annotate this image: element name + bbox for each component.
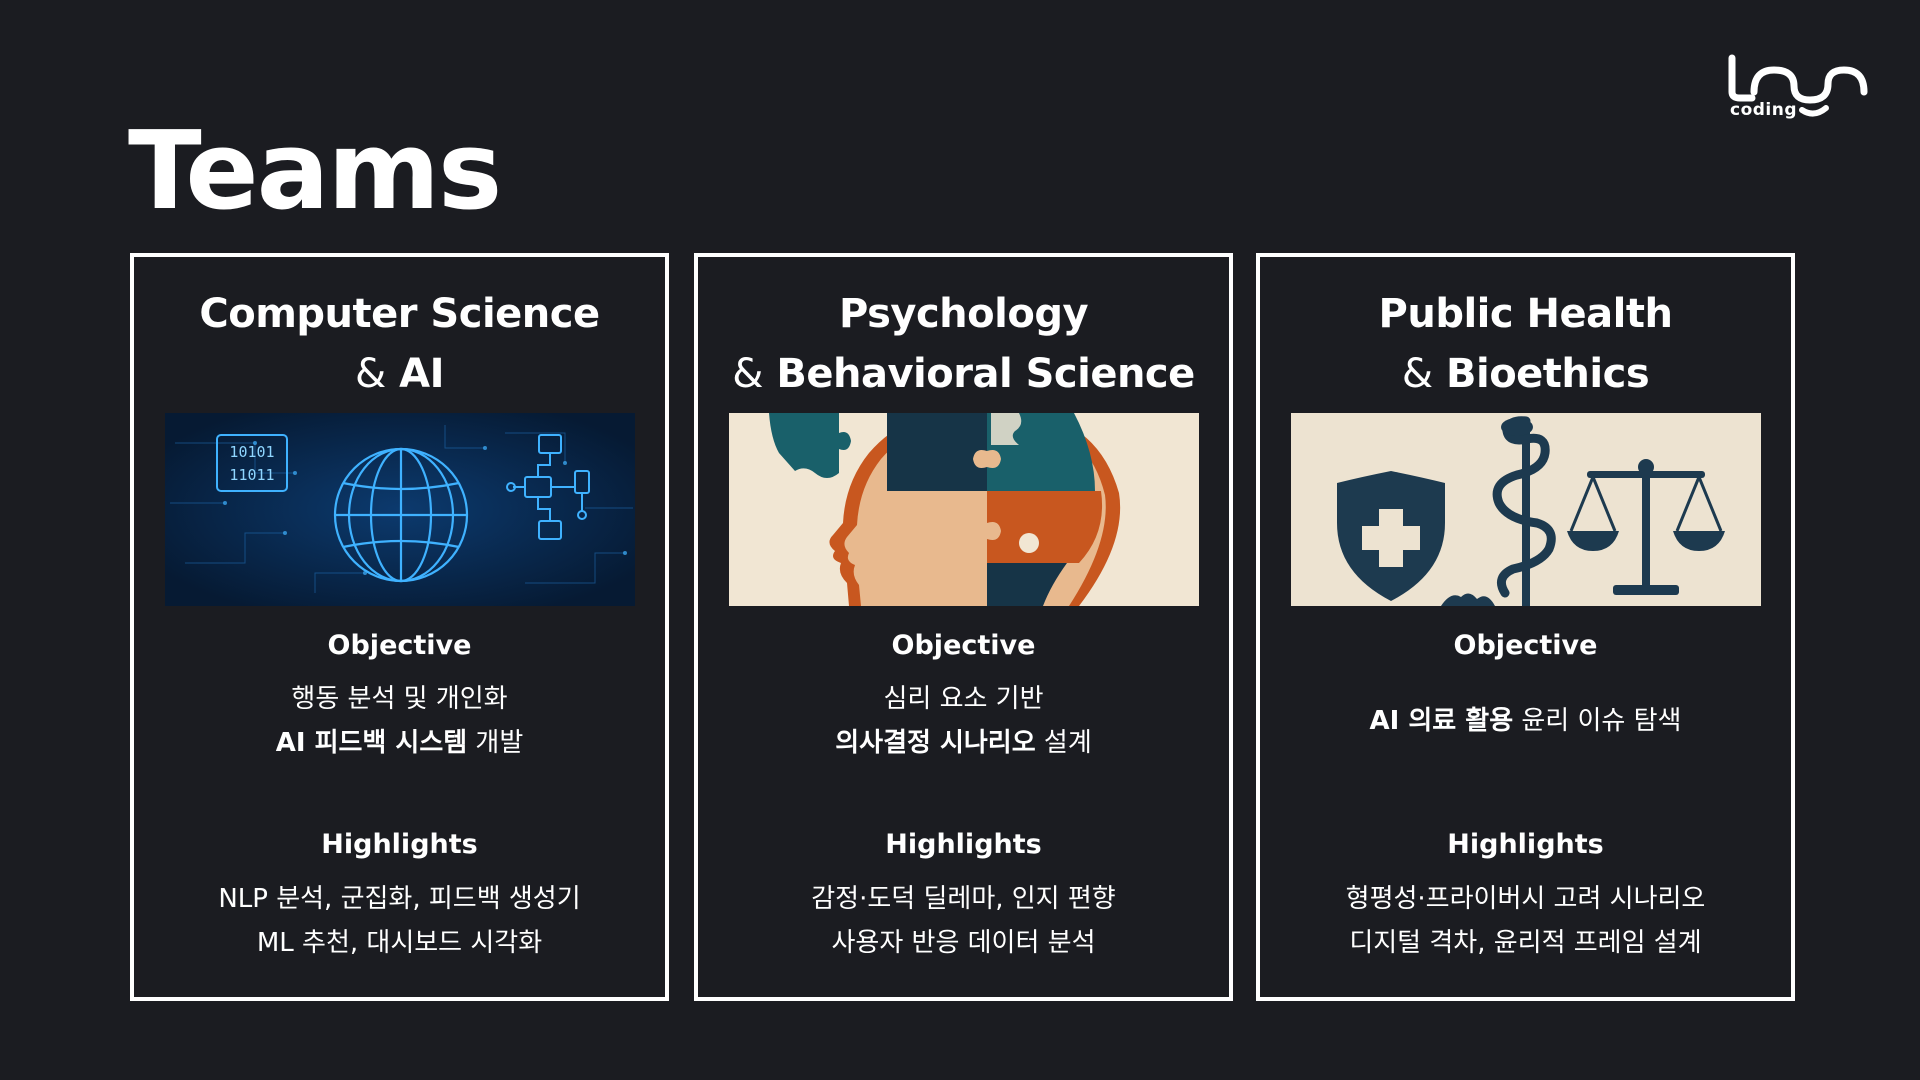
objective-heading: Objective [1453,630,1598,661]
objective-text: AI 의료 활용 윤리 이슈 탐색 [1260,699,1791,743]
objective-line1: 심리 요소 기반 [883,684,1044,714]
highlights-heading: Highlights [1447,829,1604,860]
cs-ai-illustration: 10101 11011 [165,413,635,606]
highlights-text: 형평성·프라이버시 고려 시나리오 디지털 격차, 윤리적 프레임 설계 [1260,877,1791,965]
logo-text: coding [1730,100,1798,120]
highlights-line2: 디지털 격차, 윤리적 프레임 설계 [1349,928,1702,958]
highlights-line1: 형평성·프라이버시 고려 시나리오 [1345,884,1706,914]
objective-heading: Objective [891,630,1036,661]
objective-line2: 의사결정 시나리오 설계 [698,721,1229,765]
title-ampersand: & [355,351,386,397]
highlights-line2: ML 추천, 대시보드 시각화 [256,928,543,958]
team-card-computer-science: Computer Science & AI [130,253,669,1001]
card-title-line2-wrap: & Bioethics [1260,344,1791,404]
card-title-line2: AI [399,351,444,397]
binary-text-1: 10101 [229,443,274,461]
team-card-public-health: Public Health & Bioethics [1256,253,1795,1001]
card-title: Computer Science & AI [134,284,665,404]
scales-of-justice-icon [1567,459,1725,595]
highlights-line1: NLP 분석, 군집화, 피드백 생성기 [218,884,581,914]
title-ampersand: & [1401,351,1433,397]
highlights-heading: Highlights [321,829,478,860]
team-card-psychology: Psychology & Behavioral Science Objec [694,253,1233,1001]
highlights-line1: 감정·도덕 딜레마, 인지 편향 [811,884,1116,914]
card-title: Psychology & Behavioral Science [698,284,1229,404]
card-title-line1: Psychology [838,291,1089,337]
card-title-line2-wrap: & AI [134,344,665,404]
objective-line2-bold: 의사결정 시나리오 [835,728,1036,758]
card-title-line2-wrap: & Behavioral Science [698,344,1229,404]
health-ethics-illustration [1291,413,1761,606]
objective-line2: AI 피드백 시스템 개발 [134,721,665,765]
highlights-text: 감정·도덕 딜레마, 인지 편향 사용자 반응 데이터 분석 [698,877,1229,965]
title-ampersand: & [732,351,763,397]
objective-line2-rest: 개발 [467,728,524,758]
highlights-text: NLP 분석, 군집화, 피드백 생성기 ML 추천, 대시보드 시각화 [134,877,665,965]
card-title-line2: Behavioral Science [776,351,1195,397]
objective-line2-bold: AI 피드백 시스템 [275,728,468,758]
page-title: Teams [128,109,502,234]
objective-line1: 행동 분석 및 개인화 [291,684,508,714]
team-cards: Computer Science & AI [130,253,1795,1001]
caduceus-icon [1441,416,1556,606]
brand-logo: coding [1724,54,1874,126]
objective-line1-rest: 윤리 이슈 탐색 [1513,706,1682,736]
highlights-heading: Highlights [885,829,1042,860]
puzzle-head-illustration [729,413,1199,606]
loop-wave-logo-icon [1728,54,1868,117]
objective-text: 행동 분석 및 개인화 AI 피드백 시스템 개발 [134,677,665,765]
card-title: Public Health & Bioethics [1260,284,1791,404]
objective-heading: Objective [327,630,472,661]
medical-shield-icon [1337,471,1445,601]
objective-text: 심리 요소 기반 의사결정 시나리오 설계 [698,677,1229,765]
objective-line1-bold: AI 의료 활용 [1369,706,1514,736]
card-title-line1: Computer Science [199,291,600,337]
objective-line2-rest: 설계 [1035,728,1092,758]
flowchart-icon [506,434,590,540]
binary-text-2: 11011 [229,466,274,484]
objective-line1: AI 의료 활용 윤리 이슈 탐색 [1260,699,1791,743]
globe-icon [333,447,469,583]
card-title-line1: Public Health [1378,291,1673,337]
card-title-line2: Bioethics [1446,351,1650,397]
highlights-line2: 사용자 반응 데이터 분석 [831,928,1096,958]
